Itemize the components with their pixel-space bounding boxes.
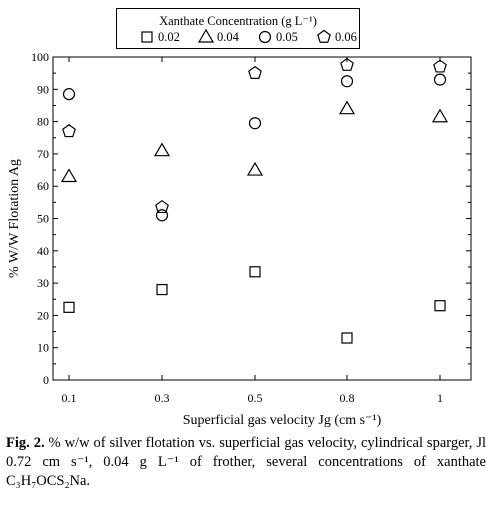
y-axis-label: % W/W Flotation Ag <box>7 159 22 278</box>
data-point-pentagon <box>62 124 76 138</box>
plot-frame <box>52 56 472 381</box>
data-point-circle <box>62 88 76 101</box>
legend-label: 0.02 <box>158 30 180 44</box>
data-point-circle <box>155 209 169 222</box>
series-0-06 <box>62 57 447 214</box>
data-point-triangle <box>60 168 78 183</box>
data-point-circle <box>248 117 262 130</box>
data-point-square <box>341 332 353 344</box>
legend-entries: 0.02 0.04 0.05 0.06 <box>141 28 357 44</box>
axis-ticks: 0 10 20 30 40 50 60 70 80 90 100 0.1 0.3 0.5 0.8 1 <box>31 50 471 405</box>
caption-text: % w/w of silver flotation vs. superficia… <box>6 435 487 489</box>
legend-marker-pentagon <box>317 29 331 43</box>
data-point-pentagon <box>340 57 354 71</box>
data-point-triangle <box>338 100 356 115</box>
data-point-triangle <box>153 142 171 157</box>
x-tick-label: 0.1 <box>62 391 77 405</box>
y-tick-label: 80 <box>37 115 49 129</box>
data-point-pentagon <box>248 65 262 80</box>
y-tick-label: 40 <box>37 244 49 258</box>
legend-label: 0.04 <box>217 30 240 44</box>
data-point-pentagon <box>433 59 447 73</box>
caption-label: Fig. 2. <box>6 435 45 451</box>
plot-area <box>52 56 472 381</box>
y-tick-label: 60 <box>37 179 49 193</box>
x-tick-label: 0.3 <box>155 391 170 405</box>
legend-label: 0.06 <box>335 30 357 44</box>
series-0-04 <box>60 100 449 183</box>
figure-caption: Fig. 2. % w/w of silver flotation vs. su… <box>6 434 486 491</box>
series-0-05 <box>62 73 447 222</box>
legend-marker-circle <box>258 30 272 44</box>
y-tick-label: 20 <box>37 308 49 322</box>
chart: 0 10 20 30 40 50 60 70 80 90 100 0.1 0.3 0.5 0.8 1 % W/… <box>7 50 472 428</box>
data-point-square <box>434 300 446 312</box>
x-axis-label: Superficial gas velocity Jg (cm s⁻¹) <box>183 413 382 428</box>
legend: Xanthate Concentration (g L⁻¹) 0.02 0.04 0… <box>116 8 360 49</box>
x-tick-label: 0.8 <box>340 391 355 405</box>
data-point-circle <box>433 73 447 86</box>
y-tick-label: 0 <box>43 373 49 387</box>
y-tick-label: 30 <box>37 276 49 290</box>
data-point-circle <box>340 75 354 88</box>
y-tick-label: 10 <box>37 341 49 355</box>
data-point-triangle <box>431 108 449 123</box>
legend-label: 0.05 <box>276 30 298 44</box>
y-tick-label: 90 <box>37 82 49 96</box>
series-0-02 <box>63 266 446 344</box>
data-point-square <box>63 301 75 313</box>
data-point-square <box>249 266 261 278</box>
data-point-square <box>156 283 168 296</box>
data-points <box>60 57 449 344</box>
data-point-pentagon <box>155 199 169 214</box>
y-tick-label: 70 <box>37 147 49 161</box>
legend-marker-square <box>141 31 153 43</box>
y-tick-label: 50 <box>37 212 49 226</box>
x-tick-label: 0.5 <box>248 391 263 405</box>
x-tick-label: 1 <box>437 391 443 405</box>
legend-title: Xanthate Concentration (g L⁻¹) <box>159 14 317 28</box>
y-tick-label: 100 <box>31 50 49 64</box>
legend-marker-triangle <box>197 28 215 43</box>
data-point-triangle <box>246 161 264 176</box>
